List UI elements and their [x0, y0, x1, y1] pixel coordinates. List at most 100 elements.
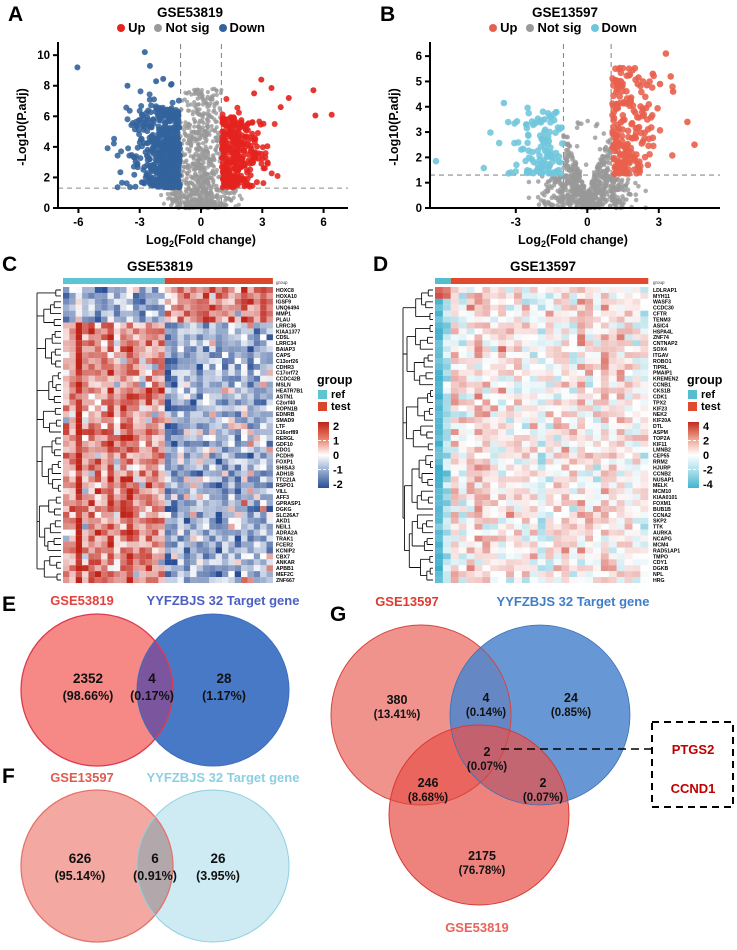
gene-label: C13orf26	[276, 359, 298, 365]
gene-label: ROBO1	[653, 359, 672, 365]
gene-label: HEATR7B1	[276, 389, 303, 395]
legend-test-label: test	[331, 401, 351, 413]
legend-ref-swatch	[688, 390, 697, 399]
gene-label: MSLN	[276, 383, 291, 389]
gene-label: ANKAR	[276, 560, 295, 566]
legend-item-up: Up	[489, 20, 517, 35]
y-tick-label: 6	[44, 111, 50, 123]
gene-label: LTF	[276, 424, 285, 430]
colorbar-tick-label: -2	[703, 465, 713, 477]
heatmap-gse53819: groupHOXC8HOXA10IGSF9UNQ6494MMP1PLAULRRC…	[36, 278, 353, 584]
gene-label: MELK	[653, 483, 668, 489]
up-points-group	[609, 50, 698, 178]
venn-g-set2-title: YYFZBJS 32 Target gene	[496, 594, 650, 609]
row-dendrogram	[36, 289, 61, 581]
gene-label: HSPA4L	[653, 329, 674, 335]
panel-c-label: C	[2, 253, 18, 276]
colorbar-tick-label: 1	[333, 436, 339, 448]
legend-test-swatch	[318, 402, 327, 411]
y-tick-label: 3	[416, 127, 422, 139]
gene-label: MMP1	[276, 312, 291, 318]
colorbar-tick-label: 0	[333, 450, 339, 462]
gene-label: FOXM1	[653, 501, 671, 507]
venn-f-diagram	[20, 789, 290, 943]
down-dot-icon	[590, 23, 599, 32]
volcano-plot-gse53819: 0 2 4 6 8 10 -6 -3 0 3 6 -Log10(P.adj) Log2(Fold cha…	[15, 42, 348, 249]
gene-label: DGKB	[653, 566, 669, 572]
callout-gene-ccnd1: CCND1	[670, 781, 716, 796]
y-tick-label: 5	[416, 76, 423, 88]
legend-test-swatch	[688, 402, 697, 411]
venn-right-circle	[137, 790, 289, 942]
gene-label: BAIAP3	[276, 347, 295, 353]
gene-label: MCM10	[653, 489, 671, 495]
panel-f-label: F	[2, 765, 15, 788]
down-dot-icon	[218, 23, 227, 32]
x-tick-label: 3	[259, 217, 265, 229]
legend-group-title: group	[687, 373, 723, 387]
venn-g-set3-only-count: 2175 (76.78%)	[458, 849, 506, 878]
gene-label: SHISA3	[276, 466, 295, 472]
gene-label: CCDC30	[653, 306, 674, 312]
x-tick-label: -6	[73, 217, 83, 229]
gene-label: DTL	[653, 424, 664, 430]
x-tick-label: -3	[511, 217, 521, 229]
gene-label: NEIL1	[276, 525, 291, 531]
gene-label: TMPO	[653, 554, 668, 560]
gene-label: ADRA2A	[276, 531, 298, 537]
y-tick-label: 0	[44, 203, 50, 215]
venn-g-set1-title: GSE13597	[375, 594, 439, 609]
gene-label: KIAA0101	[653, 495, 677, 501]
gene-label: RSPO1	[276, 483, 294, 489]
legend-test-label: test	[701, 401, 721, 413]
legend-item-notsig: Not sig	[154, 20, 210, 35]
gene-label: IGSF9	[276, 300, 291, 306]
gene-label: ASIC4	[653, 323, 668, 329]
venn-g-set2-set3-count: 2 (0.07%)	[522, 776, 564, 805]
group-bar-test	[450, 278, 649, 284]
gene-label: AKD1	[276, 519, 290, 525]
group-bar-ref	[63, 278, 165, 284]
x-axis-label: Log2(Fold change)	[146, 233, 256, 249]
y-tick-label: 8	[44, 81, 51, 93]
gene-label: LDLRAP1	[653, 288, 677, 294]
volcano-a-title: GSE53819	[156, 5, 224, 20]
gene-label: HOXC8	[276, 288, 294, 294]
gene-label: TOP2A	[653, 436, 670, 442]
venn-left-circle	[21, 614, 173, 766]
legend-ref-label: ref	[331, 389, 345, 401]
colorbar-tick-label: 2	[703, 436, 709, 448]
gene-label: HRG	[653, 578, 665, 584]
volcano-b-title: GSE13597	[531, 5, 599, 20]
venn-f-left-title: GSE13597	[50, 770, 114, 785]
gene-label: AFF3	[276, 495, 289, 501]
gene-label: MYH11	[653, 294, 670, 300]
x-tick-label: 0	[584, 217, 590, 229]
gene-label: SOX4	[653, 347, 667, 353]
venn-g-diagram	[330, 624, 734, 906]
legend-ref-swatch	[318, 390, 327, 399]
venn-g-center-count: 2 (0.07%)	[466, 745, 508, 774]
up-dot-icon	[489, 23, 498, 32]
y-tick-label: 1	[416, 178, 423, 190]
venn-g-set1-only-count: 380 (13.41%)	[373, 693, 421, 722]
venn-g-set1-set3-count: 246 (8.68%)	[407, 776, 449, 805]
gene-label: TTK	[653, 525, 663, 531]
gene-label: PCDH9	[276, 454, 294, 460]
gene-label: PLAU	[276, 318, 290, 324]
gene-label: CDY1	[653, 560, 667, 566]
venn-set3-circle	[389, 725, 569, 905]
panel-e-label: E	[2, 593, 17, 616]
heatmap-c-title: GSE53819	[126, 259, 194, 274]
venn-right-circle	[137, 614, 289, 766]
venn-f-right-count: 26 (3.95%)	[196, 851, 240, 883]
gene-label: APBB1	[276, 566, 294, 572]
venn-e-left-title: GSE53819	[50, 593, 114, 608]
gene-label: VILL	[276, 489, 288, 495]
gene-label: CDO1	[276, 448, 291, 454]
gene-label: PMAIP1	[653, 371, 672, 377]
notsig-dot-icon	[154, 23, 163, 32]
y-axis-label: -Log10(P.adj)	[15, 88, 29, 166]
gene-labels: HOXC8HOXA10IGSF9UNQ6494MMP1PLAULRRC36KIA…	[276, 288, 303, 584]
x-tick-label: -3	[135, 217, 145, 229]
